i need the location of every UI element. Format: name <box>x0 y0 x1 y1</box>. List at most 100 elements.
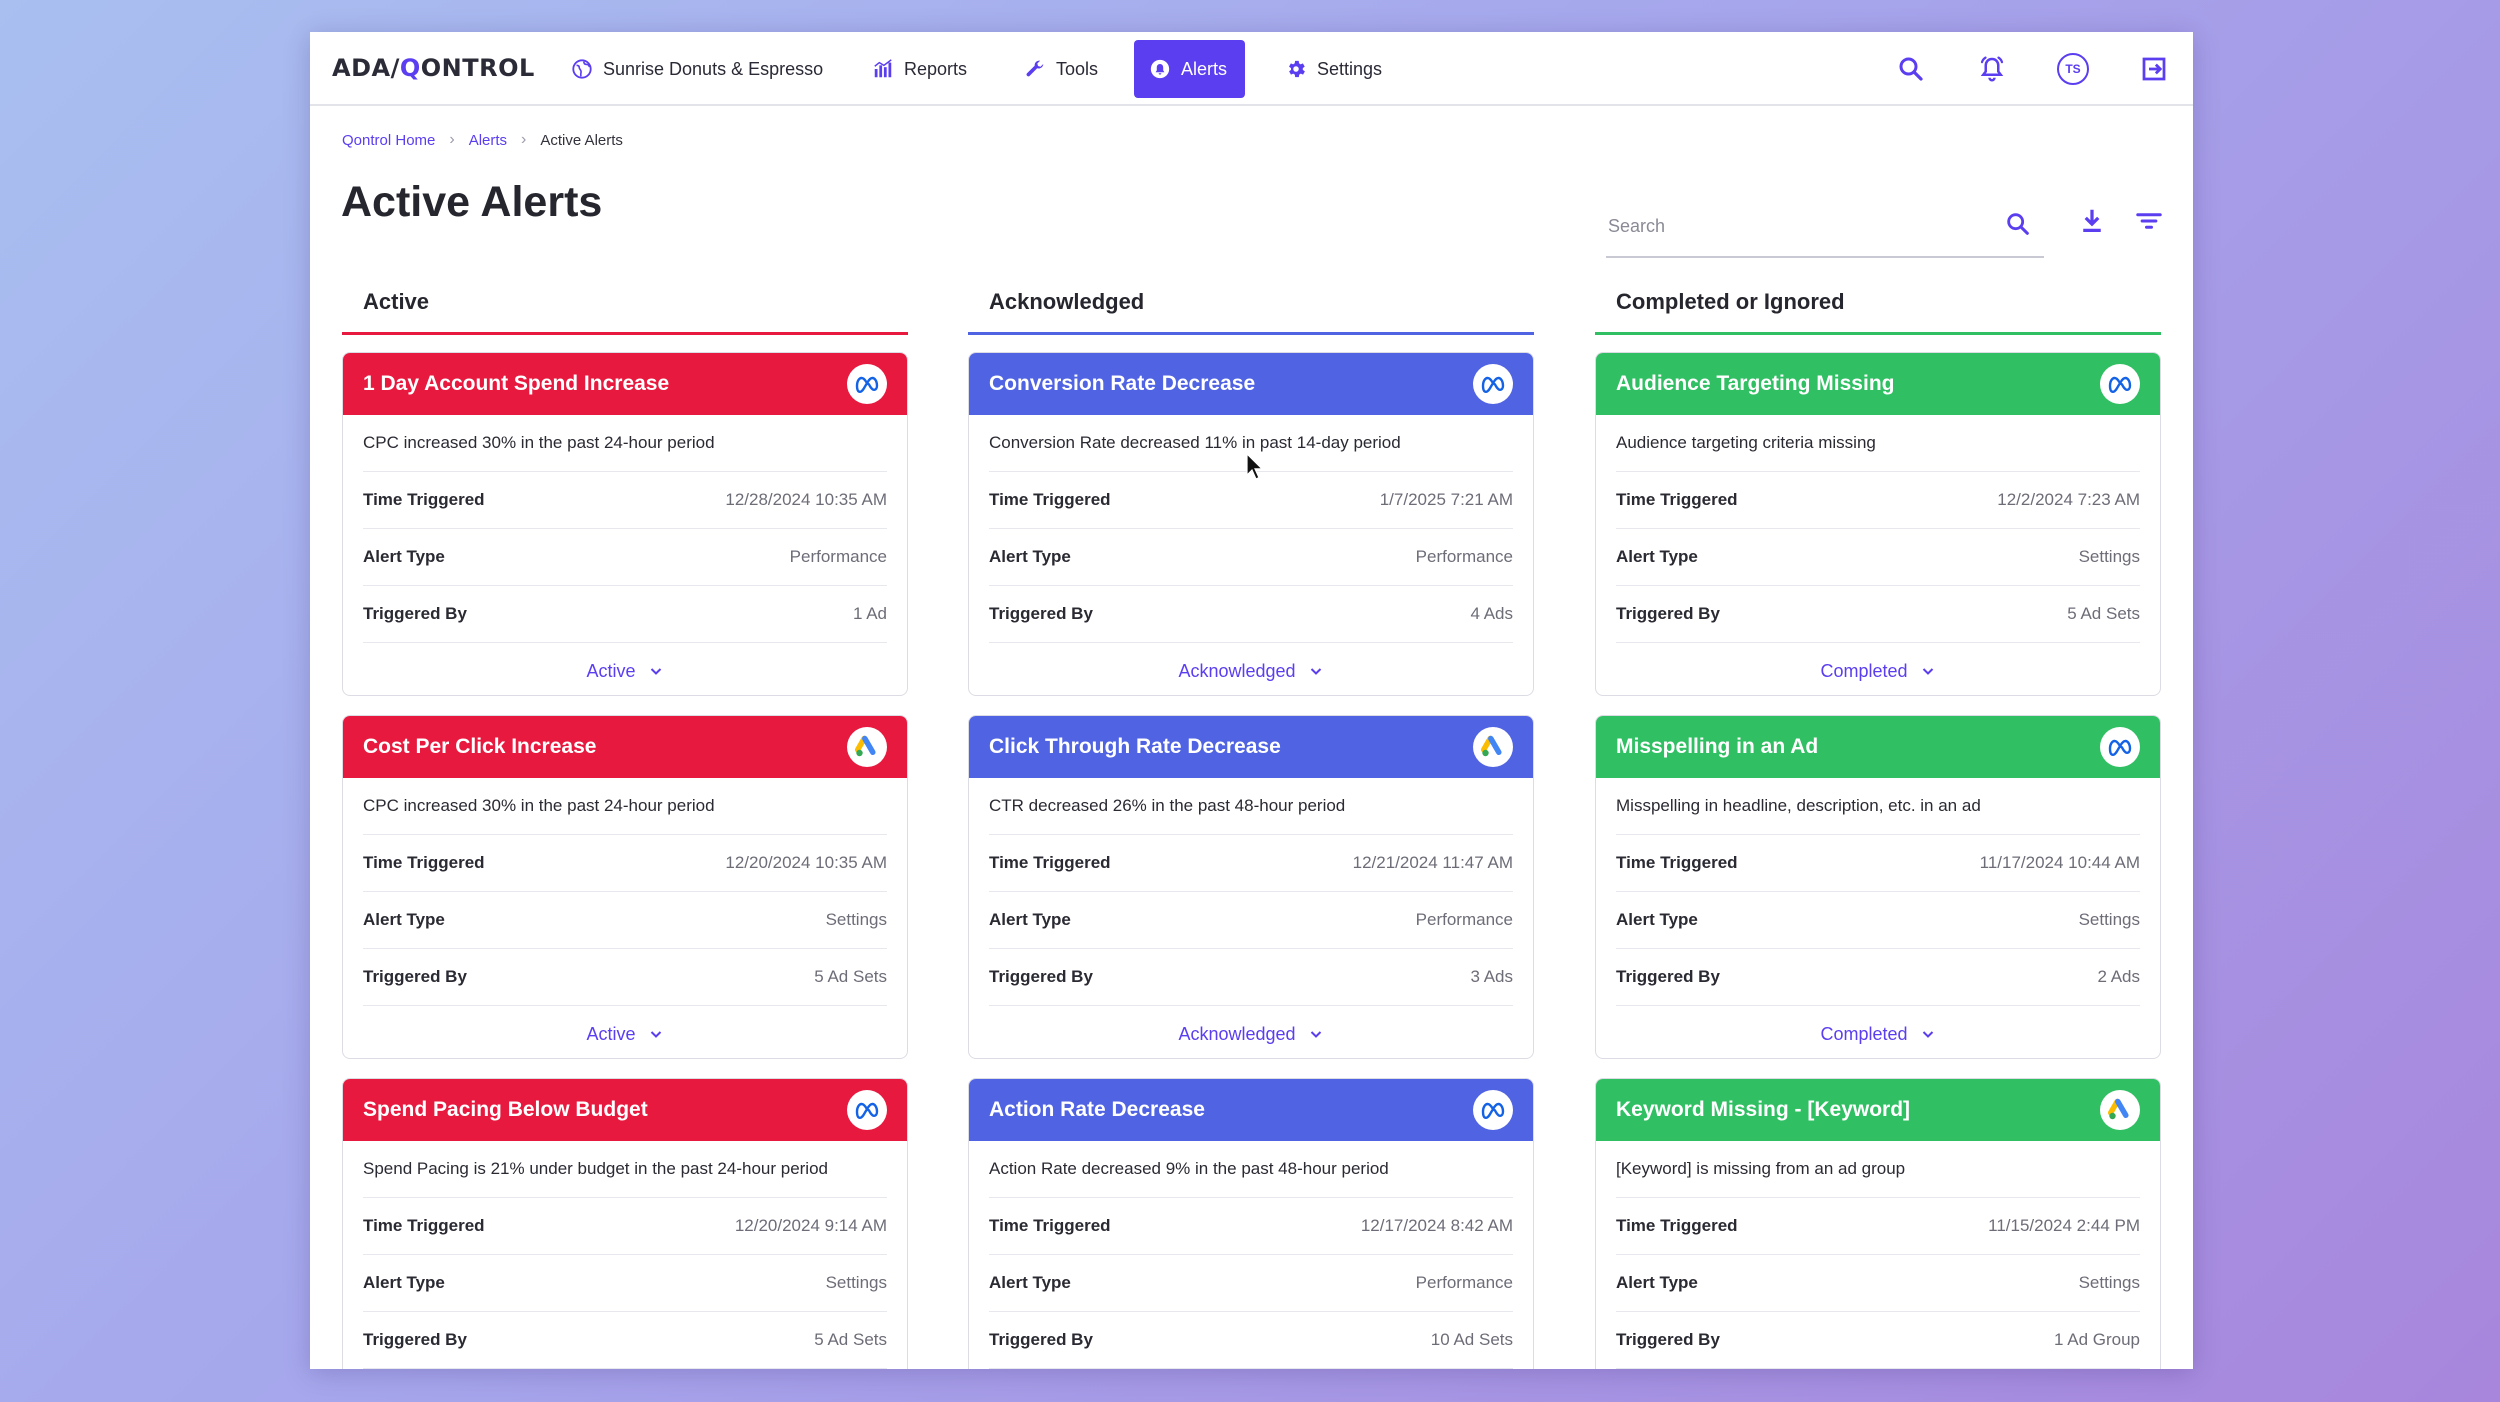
platform-badge <box>1473 364 1513 404</box>
alert-card-header: 1 Day Account Spend Increase <box>343 353 907 415</box>
breadcrumb-home[interactable]: Qontrol Home <box>342 131 436 149</box>
status-label: Acknowledged <box>1178 1023 1296 1044</box>
nav-alerts[interactable]: Alerts <box>1134 40 1245 98</box>
alert-card[interactable]: Click Through Rate Decrease CTR decreased… <box>968 715 1534 1059</box>
notifications-button[interactable] <box>1973 50 2011 88</box>
global-search-button[interactable] <box>1892 50 1930 88</box>
top-nav: ADA/Q ONTROL Sunrise Donuts & Espresso Re… <box>310 32 2193 106</box>
row-label: Alert Type <box>989 547 1071 566</box>
row-label: Time Triggered <box>1616 490 1738 509</box>
status-label: Active <box>586 660 636 681</box>
alert-card-body: [Keyword] is missing from an ad group Tim… <box>1596 1141 2160 1369</box>
triggered-by-value: 5 Ad Sets <box>2067 604 2140 623</box>
status-label: Active <box>586 1023 636 1044</box>
download-icon <box>2083 209 2101 232</box>
column-underline <box>342 332 908 335</box>
status-dropdown[interactable]: Active <box>363 1006 887 1058</box>
alert-card[interactable]: Audience Targeting Missing Audience targe… <box>1595 352 2161 696</box>
time-triggered-row: Time Triggered 12/20/2024 10:35 AM <box>363 835 887 892</box>
row-label: Triggered By <box>363 967 467 986</box>
nav-reports[interactable]: Reports <box>857 40 982 98</box>
alert-card[interactable]: Keyword Missing - [Keyword] [Keyword] is … <box>1595 1078 2161 1369</box>
alert-type-value: Performance <box>789 547 887 566</box>
time-triggered-row: Time Triggered 11/17/2024 10:44 AM <box>1616 835 2140 892</box>
alert-card-body: CTR decreased 26% in the past 48-hour pe… <box>969 778 1533 1058</box>
row-label: Alert Type <box>363 910 445 929</box>
chevron-down-icon <box>1310 1031 1321 1038</box>
row-label: Time Triggered <box>1616 1216 1738 1235</box>
alert-type-value: Performance <box>1415 547 1513 566</box>
nav-account-selector[interactable]: Sunrise Donuts & Espresso <box>556 40 838 98</box>
alert-description: Misspelling in headline, description, et… <box>1616 778 2140 835</box>
download-button[interactable] <box>2075 204 2109 238</box>
row-label: Triggered By <box>1616 967 1720 986</box>
app-logo[interactable]: ADA/Q ONTROL <box>332 51 535 85</box>
triggered-by-row: Triggered By 5 Ad Sets <box>1616 586 2140 643</box>
status-dropdown[interactable]: Acknowledged <box>989 1006 1513 1058</box>
platform-badge <box>1473 1090 1513 1130</box>
logout-button[interactable] <box>2135 50 2173 88</box>
alert-card-header: Audience Targeting Missing <box>1596 353 2160 415</box>
meta-icon <box>855 376 879 393</box>
alert-card[interactable]: Conversion Rate Decrease Conversion Rate … <box>968 352 1534 696</box>
row-label: Triggered By <box>363 604 467 623</box>
row-label: Triggered By <box>363 1330 467 1349</box>
row-label: Time Triggered <box>363 853 485 872</box>
time-triggered-row: Time Triggered 11/15/2024 2:44 PM <box>1616 1198 2140 1255</box>
column-completed: Completed or Ignored Audience Targeting M… <box>1595 272 2161 1369</box>
platform-badge <box>2100 364 2140 404</box>
status-dropdown[interactable]: Completed <box>1616 1006 2140 1058</box>
triggered-by-row: Triggered By 5 Ad Sets <box>363 949 887 1006</box>
alert-card-header: Misspelling in an Ad <box>1596 716 2160 778</box>
status-dropdown[interactable]: Acknowledged <box>989 643 1513 695</box>
time-triggered-value: 12/21/2024 11:47 AM <box>1352 853 1513 872</box>
meta-icon <box>1481 376 1505 393</box>
alert-card[interactable]: Misspelling in an Ad Misspelling in headl… <box>1595 715 2161 1059</box>
alert-card-header: Keyword Missing - [Keyword] <box>1596 1079 2160 1141</box>
triggered-by-row: Triggered By 1 Ad <box>363 586 887 643</box>
search-icon[interactable] <box>2004 210 2032 238</box>
alert-card[interactable]: Cost Per Click Increase CPC increased 30%… <box>342 715 908 1059</box>
alert-card[interactable]: Spend Pacing Below Budget Spend Pacing is… <box>342 1078 908 1369</box>
platform-badge <box>847 364 887 404</box>
nav-settings[interactable]: Settings <box>1270 40 1397 98</box>
alert-title: 1 Day Account Spend Increase <box>363 372 670 395</box>
filter-button[interactable] <box>2132 204 2166 238</box>
column-header: Completed or Ignored <box>1616 289 1845 314</box>
avatar-initials: TS <box>2057 53 2089 85</box>
alert-type-row: Alert Type Performance <box>363 529 887 586</box>
alert-card[interactable]: 1 Day Account Spend Increase CPC increase… <box>342 352 908 696</box>
alert-card-body: Conversion Rate decreased 11% in past 14… <box>969 415 1533 695</box>
search-input[interactable] <box>1606 208 1990 244</box>
chevron-right-icon: › <box>449 131 455 148</box>
platform-badge <box>2100 727 2140 767</box>
platform-badge <box>1473 727 1513 767</box>
logo-text-right: ONTROL <box>420 54 535 82</box>
alert-card-body: CPC increased 30% in the past 24-hour pe… <box>343 778 907 1058</box>
nav-tools[interactable]: Tools <box>1009 40 1113 98</box>
row-label: Time Triggered <box>1616 853 1738 872</box>
globe-icon <box>572 59 592 79</box>
user-avatar[interactable]: TS <box>2054 50 2092 88</box>
nav-label: Settings <box>1317 58 1383 79</box>
alert-title: Misspelling in an Ad <box>1616 735 1819 758</box>
alert-type-row: Alert Type Performance <box>989 892 1513 949</box>
triggered-by-value: 3 Ads <box>1470 967 1513 986</box>
row-label: Triggered By <box>1616 604 1720 623</box>
status-dropdown[interactable]: Active <box>363 643 887 695</box>
alert-type-value: Settings <box>825 1273 887 1292</box>
triggered-by-value: 10 Ad Sets <box>1430 1330 1513 1349</box>
alert-type-row: Alert Type Settings <box>1616 892 2140 949</box>
time-triggered-value: 12/20/2024 10:35 AM <box>725 853 887 872</box>
triggered-by-row: Triggered By 10 Ad Sets <box>989 1312 1513 1369</box>
alert-title: Spend Pacing Below Budget <box>363 1098 648 1121</box>
alert-type-row: Alert Type Settings <box>1616 529 2140 586</box>
wrench-icon <box>1026 60 1044 77</box>
breadcrumb-alerts[interactable]: Alerts <box>468 131 508 149</box>
alert-card[interactable]: Action Rate Decrease Action Rate decrease… <box>968 1078 1534 1369</box>
chevron-down-icon <box>650 1031 661 1038</box>
status-dropdown[interactable]: Completed <box>1616 643 2140 695</box>
column-underline <box>968 332 1534 335</box>
row-label: Time Triggered <box>363 490 485 509</box>
row-label: Triggered By <box>989 967 1093 986</box>
